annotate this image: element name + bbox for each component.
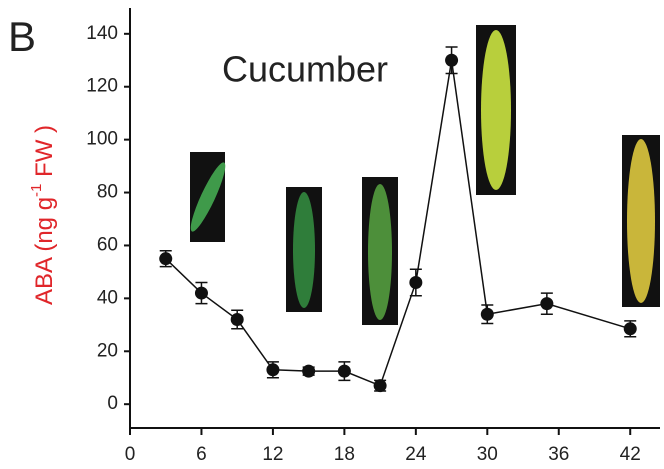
data-point [159,252,173,266]
data-point [194,286,208,300]
x-tick-label: 30 [477,444,498,465]
data-point [445,53,459,67]
data-point [266,363,280,377]
y-label-text: ABA (ng g [31,197,58,305]
data-line [165,60,631,387]
y-tick-label: 100 [86,129,118,150]
chart-title: Cucumber [222,49,388,90]
y-tick-label: 20 [97,340,118,361]
y-tick-label: 80 [97,182,118,203]
data-point [623,322,637,336]
y-tick-label: 60 [97,234,118,255]
data-point [540,297,554,311]
data-point [480,307,494,321]
x-tick-label: 36 [548,444,569,465]
y-label-sup: -1 [28,184,45,197]
data-point [409,275,423,289]
fruit-photos [190,25,660,325]
y-axis-label: ABA (ng g-1 FW ) [28,125,58,305]
y-tick-label: 0 [107,393,118,414]
y-tick-label: 120 [86,76,118,97]
data-point [230,313,244,327]
x-tick-label: 6 [196,444,207,465]
data-point [302,364,316,378]
x-tick-label: 12 [262,444,283,465]
x-tick-label: 42 [620,444,641,465]
x-tick-label: 18 [334,444,355,465]
x-tick-label: 24 [405,444,427,465]
data-point [373,379,387,393]
panel-label: B [8,13,36,60]
data-point [337,364,351,378]
y-label-text: FW ) [31,125,58,184]
y-tick-label: 140 [86,23,118,44]
y-tick-label: 40 [97,287,118,308]
x-tick-label: 0 [125,444,136,465]
